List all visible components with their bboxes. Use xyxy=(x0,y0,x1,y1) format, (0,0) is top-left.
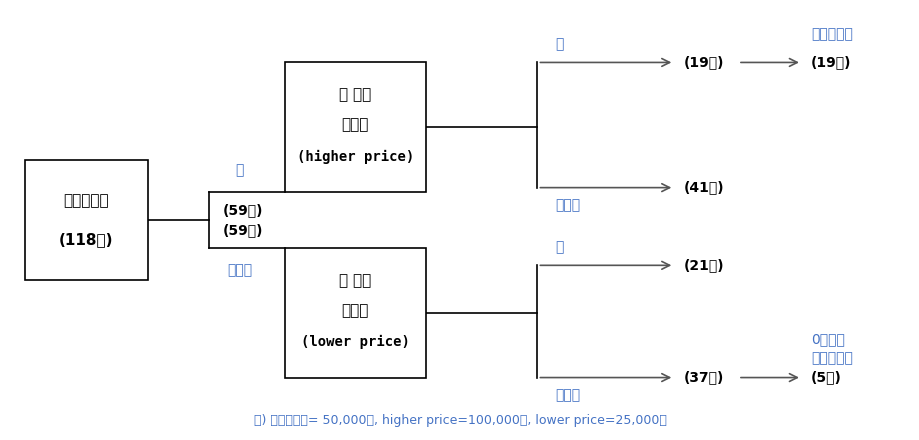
Text: 0원이상: 0원이상 xyxy=(811,332,844,346)
Text: (37명): (37명) xyxy=(683,370,723,385)
Text: (118명): (118명) xyxy=(59,232,113,247)
Text: 제시액: 제시액 xyxy=(341,303,369,318)
Text: 예: 예 xyxy=(235,163,244,177)
Text: (higher price): (higher price) xyxy=(296,150,414,164)
Text: 최소지불액: 최소지불액 xyxy=(811,351,852,365)
Text: 예: 예 xyxy=(555,241,563,254)
Text: (19명): (19명) xyxy=(811,55,851,70)
Text: 초기제시액: 초기제시액 xyxy=(63,193,109,208)
Bar xyxy=(25,160,148,280)
Text: 주) 초기제시액= 50,000원, higher price=100,000원, lower price=25,000원: 주) 초기제시액= 50,000원, higher price=100,000원… xyxy=(254,414,665,427)
Bar xyxy=(284,62,425,192)
Text: 두 번째: 두 번째 xyxy=(339,273,371,288)
Text: (5명): (5명) xyxy=(811,370,841,385)
Text: 제시액: 제시액 xyxy=(341,117,369,132)
Text: 아니요: 아니요 xyxy=(227,263,252,277)
Text: 예: 예 xyxy=(555,38,563,51)
Text: (21명): (21명) xyxy=(683,258,723,272)
Text: 두 번째: 두 번째 xyxy=(339,87,371,103)
Text: (59명): (59명) xyxy=(222,203,263,217)
Text: 아니요: 아니요 xyxy=(555,198,580,213)
Text: 아니요: 아니요 xyxy=(555,389,580,402)
Text: (41명): (41명) xyxy=(683,181,723,194)
Bar xyxy=(284,248,425,378)
Text: (19명): (19명) xyxy=(683,55,723,70)
Text: (59명): (59명) xyxy=(222,223,263,237)
Text: 최대지불액: 최대지불액 xyxy=(811,27,852,41)
Text: (lower price): (lower price) xyxy=(301,335,409,349)
